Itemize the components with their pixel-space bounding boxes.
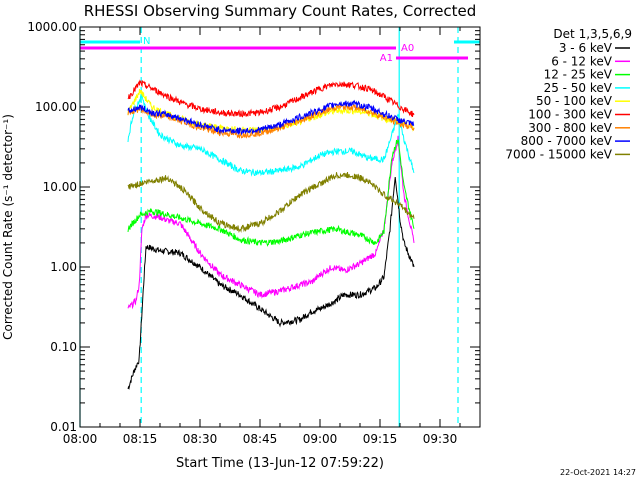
x-axis-label: Start Time (13-Jun-12 07:59:22) bbox=[176, 456, 384, 471]
y-tick-label: 100.00 bbox=[35, 100, 77, 114]
x-tick-label: 08:45 bbox=[243, 432, 278, 446]
series-line bbox=[127, 176, 415, 391]
y-tick-label: 0.10 bbox=[50, 340, 77, 354]
y-tick-label: 10.00 bbox=[43, 180, 77, 194]
x-tick-label: 08:15 bbox=[123, 432, 158, 446]
annotation-label: A1 bbox=[380, 53, 393, 64]
series-line bbox=[127, 102, 415, 139]
legend-entry-label: 7000 - 15000 keV bbox=[505, 147, 612, 161]
legend-entry-label: 12 - 25 keV bbox=[544, 68, 613, 82]
y-axis-label: Corrected Count Rate (s⁻¹ detector⁻¹) bbox=[1, 114, 15, 340]
annotation-label: N bbox=[143, 36, 150, 47]
series-layer bbox=[127, 79, 415, 391]
y-tick-label: 0.01 bbox=[50, 420, 77, 434]
x-axis-ticks: 08:00 08:15 08:30 08:45 09:00 09:15 09:30 bbox=[63, 27, 461, 446]
legend-entry-label: 25 - 50 keV bbox=[544, 81, 613, 95]
chart-title: RHESSI Observing Summary Count Rates, Co… bbox=[84, 2, 477, 20]
series-line bbox=[127, 135, 415, 310]
x-tick-label: 09:00 bbox=[303, 432, 338, 446]
legend-title: Det 1,3,5,6,9 bbox=[553, 27, 632, 41]
legend-entry-label: 6 - 12 keV bbox=[551, 54, 613, 68]
annotation-label: A0 bbox=[401, 43, 414, 54]
y-tick-label: 1000.00 bbox=[27, 20, 77, 34]
legend-entry-label: 3 - 6 keV bbox=[559, 41, 613, 55]
annotation-layer: N A0 A1 bbox=[79, 27, 480, 427]
series-line bbox=[127, 138, 415, 247]
legend-entry-label: 50 - 100 keV bbox=[536, 94, 613, 108]
x-tick-label: 09:15 bbox=[363, 432, 398, 446]
series-line bbox=[127, 92, 415, 177]
legend-entry-label: 300 - 800 keV bbox=[528, 121, 612, 135]
x-tick-label: 08:30 bbox=[183, 432, 218, 446]
series-line bbox=[127, 99, 415, 136]
series-line bbox=[127, 79, 415, 118]
legend-entry-label: 800 - 7000 keV bbox=[521, 134, 613, 148]
legend-entry-label: 100 - 300 keV bbox=[528, 108, 612, 122]
footer-date: 22-Oct-2021 14:27 bbox=[560, 468, 636, 477]
series-line bbox=[127, 172, 415, 234]
y-tick-label: 1.00 bbox=[50, 260, 77, 274]
x-tick-label: 08:00 bbox=[63, 432, 98, 446]
y-axis-ticks: 0.01 0.10 1.00 10.00 100.00 1000.00 bbox=[27, 20, 480, 434]
x-tick-label: 09:30 bbox=[423, 432, 458, 446]
